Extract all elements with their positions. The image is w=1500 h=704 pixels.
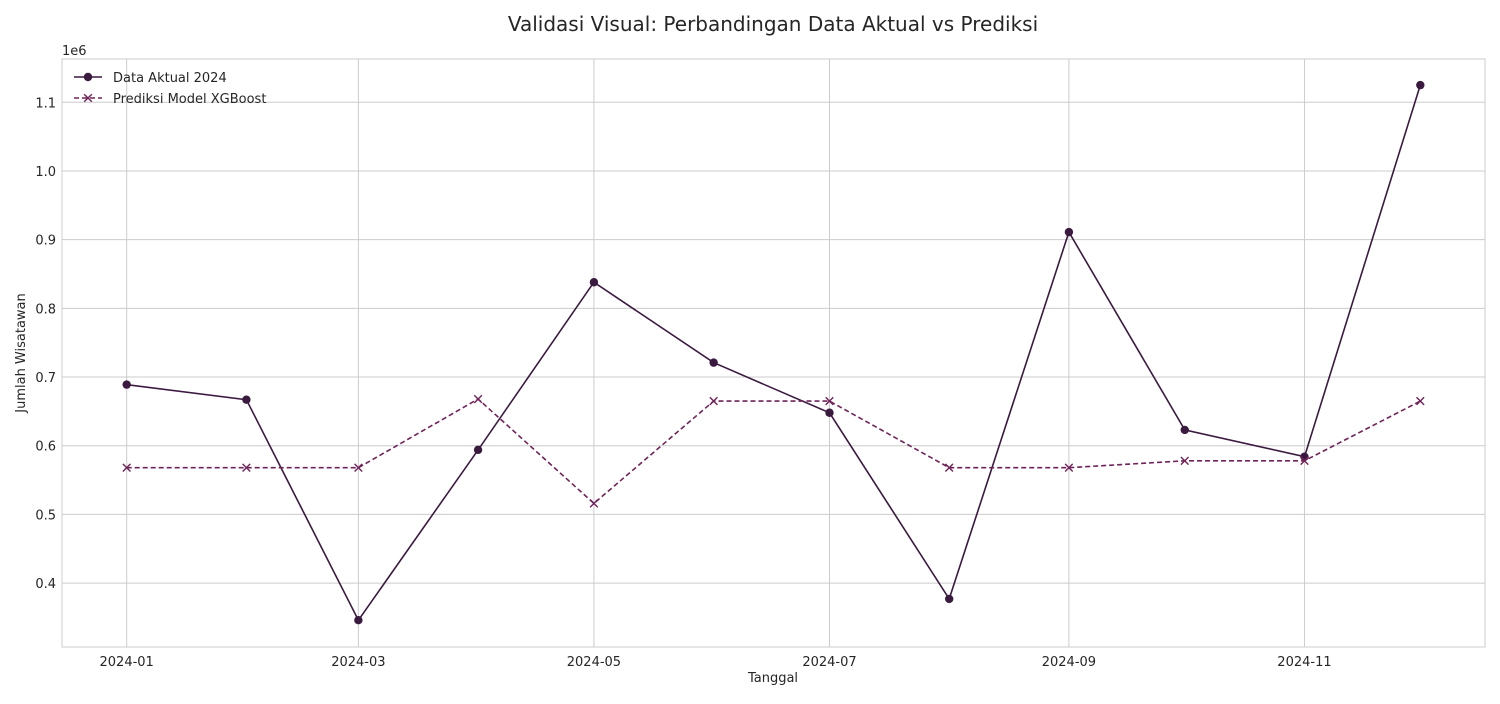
series-2 <box>122 394 1425 508</box>
legend-label: Prediksi Model XGBoost <box>113 92 266 107</box>
legend-entry: Data Aktual 2024 <box>74 71 227 86</box>
data-point <box>122 380 131 389</box>
x-tick-label: 2024-01 <box>100 655 154 670</box>
legend-marker <box>83 72 93 82</box>
data-point <box>1300 456 1309 466</box>
y-tick-label: 1.1 <box>35 96 56 111</box>
data-point <box>1180 456 1190 466</box>
series <box>122 80 1425 625</box>
data-point <box>945 594 954 604</box>
x-tick-label: 2024-11 <box>1277 655 1331 670</box>
data-point <box>944 463 954 473</box>
y-tick-label: 0.9 <box>35 234 56 249</box>
y-tick-label: 0.5 <box>35 508 56 523</box>
data-point <box>122 463 131 473</box>
data-point <box>473 394 483 404</box>
y-axis-label: Jumlah Wisatawan <box>14 293 29 414</box>
data-point <box>1064 463 1074 473</box>
data-point <box>825 396 834 406</box>
x-tick-label: 2024-03 <box>331 655 385 670</box>
plot-frame <box>61 58 1486 648</box>
data-point <box>709 358 718 367</box>
series-line <box>126 84 1422 622</box>
y-tick-label: 0.4 <box>35 577 56 592</box>
series-line <box>126 398 1421 505</box>
data-point <box>354 616 363 625</box>
data-point <box>1416 80 1425 90</box>
data-point <box>354 463 363 473</box>
data-point <box>1180 425 1189 435</box>
data-point <box>1064 227 1074 237</box>
data-point <box>242 463 251 473</box>
tick-labels: 2024-01 2024-03 2024-05 2024-07 2024-09 2024-… <box>35 96 1331 670</box>
legend-marker <box>83 93 93 103</box>
x-tick-label: 2024-09 <box>1042 655 1096 670</box>
data-point <box>1300 452 1309 461</box>
legend-entry: Prediksi Model XGBoost <box>74 92 266 107</box>
data-point <box>589 499 599 508</box>
data-point <box>589 278 599 287</box>
y-offset-label: 1e6 <box>62 44 87 59</box>
data-point <box>709 396 718 406</box>
x-tick-label: 2024-05 <box>567 655 621 670</box>
chart-title: Validasi Visual: Perbandingan Data Aktua… <box>508 12 1038 36</box>
data-point <box>825 408 834 417</box>
y-tick-label: 0.7 <box>35 371 56 386</box>
series-1 <box>122 80 1425 625</box>
data-point <box>473 445 483 455</box>
grid <box>62 59 1485 647</box>
y-tick-label: 0.6 <box>35 440 56 455</box>
y-tick-label: 0.8 <box>35 302 56 317</box>
x-axis-label: Tanggal <box>747 671 798 686</box>
x-tick-label: 2024-07 <box>802 655 856 670</box>
legend: Data Aktual 2024 Prediksi Model XGBoost <box>74 71 266 107</box>
legend-label: Data Aktual 2024 <box>113 71 227 86</box>
y-tick-label: 1.0 <box>35 165 56 180</box>
data-point <box>1416 396 1425 406</box>
data-point <box>242 395 251 404</box>
